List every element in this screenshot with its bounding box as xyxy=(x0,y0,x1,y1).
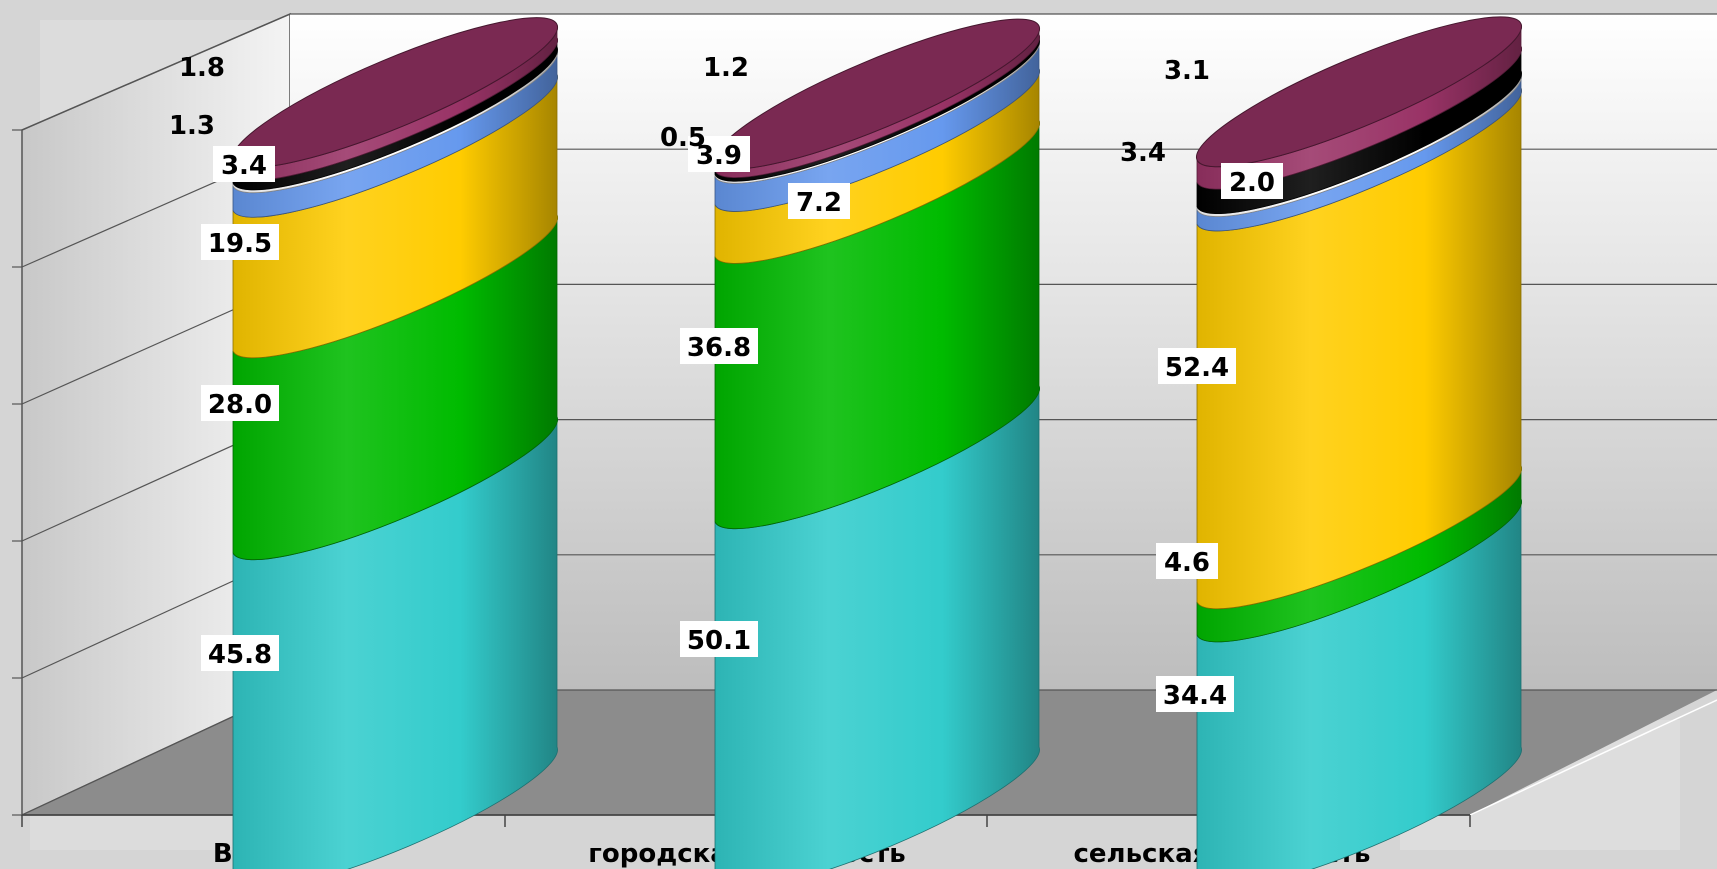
data-label-box xyxy=(680,621,758,657)
data-label-box xyxy=(788,183,850,219)
cylinders xyxy=(231,16,1523,869)
data-label-0-5: 1.3 xyxy=(169,111,215,141)
chart-floor-right-edge xyxy=(1469,699,1717,816)
data-label-box xyxy=(1221,163,1283,199)
data-label-2-1: 4.6 xyxy=(1164,548,1210,578)
data-label-box xyxy=(213,146,275,182)
data-label-1-3: 3.9 xyxy=(696,141,742,171)
data-label-box xyxy=(201,635,279,671)
data-label-0-1: 28.0 xyxy=(208,390,272,420)
data-label-box xyxy=(1156,543,1218,579)
gridline-side xyxy=(21,13,291,131)
data-label-1-1: 36.8 xyxy=(687,333,751,363)
data-label-2-6: 3.1 xyxy=(1164,56,1210,86)
cylinder-top-cap-2 xyxy=(1195,16,1523,168)
data-labels: 45.828.019.53.41.31.850.136.87.23.90.51.… xyxy=(169,53,1283,712)
data-label-1-2: 7.2 xyxy=(796,188,842,218)
data-label-2-3: 2.0 xyxy=(1229,168,1275,198)
data-label-box xyxy=(1156,676,1234,712)
data-label-0-0: 45.8 xyxy=(208,640,272,670)
data-label-1-0: 50.1 xyxy=(687,626,751,656)
data-label-box xyxy=(680,328,758,364)
data-label-box xyxy=(201,385,279,421)
data-label-1-5: 0.5 xyxy=(660,123,706,153)
data-label-box xyxy=(201,224,279,260)
data-label-0-3: 3.4 xyxy=(221,151,267,181)
data-label-box xyxy=(1158,348,1236,384)
data-label-box xyxy=(688,136,750,172)
data-label-0-2: 19.5 xyxy=(208,229,272,259)
data-label-0-6: 1.8 xyxy=(179,53,225,83)
data-label-2-5: 3.4 xyxy=(1120,138,1166,168)
data-label-2-0: 34.4 xyxy=(1163,681,1227,711)
data-label-1-6: 1.2 xyxy=(703,53,749,83)
data-label-2-2: 52.4 xyxy=(1165,353,1229,383)
